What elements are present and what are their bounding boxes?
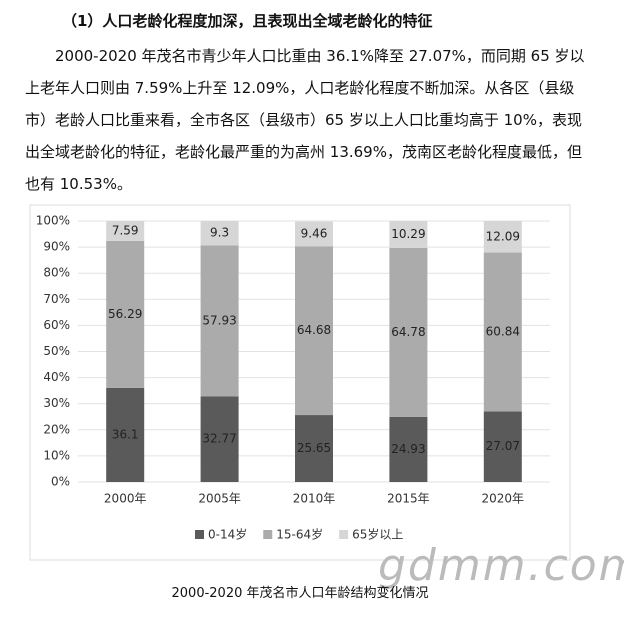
y-tick-label: 60%	[43, 318, 70, 332]
x-tick-label: 2020年	[482, 492, 525, 506]
heading: （1）人口老龄化程度加深，且表现出全域老龄化的特征	[62, 12, 433, 30]
bar-segment	[295, 415, 333, 482]
legend-swatch	[195, 530, 204, 539]
data-label: 64.68	[297, 323, 331, 337]
paragraph: 2000-2020 年茂名市青少年人口比重由 36.1%降至 27.07%，而同…	[25, 47, 585, 193]
y-tick-label: 0%	[51, 475, 70, 489]
y-tick-label: 20%	[43, 422, 70, 436]
y-tick-label: 70%	[43, 292, 70, 306]
bar-segment	[106, 387, 145, 482]
watermark: gdmm.com	[378, 540, 624, 591]
bar-segment	[295, 221, 333, 247]
y-tick-label: 30%	[43, 396, 70, 410]
data-label: 32.77	[202, 432, 236, 446]
y-tick-label: 100%	[36, 214, 70, 228]
data-label: 27.07	[486, 439, 520, 453]
bar-segment	[200, 245, 239, 397]
x-tick-label: 2005年	[198, 492, 241, 506]
data-label: 12.09	[486, 229, 520, 243]
y-tick-label: 50%	[43, 344, 70, 358]
bar-segment	[295, 246, 333, 416]
legend-label: 15-64岁	[276, 527, 323, 542]
bar-segment	[483, 411, 522, 482]
data-label: 10.29	[391, 227, 425, 241]
data-label: 7.59	[112, 223, 139, 237]
data-label: 56.29	[108, 307, 142, 321]
bar-segment	[200, 221, 239, 246]
y-tick-label: 10%	[43, 448, 70, 462]
legend-swatch	[263, 530, 273, 539]
legend-label: 65岁以上	[352, 527, 403, 542]
bar-segment	[389, 247, 428, 417]
x-tick-label: 2000年	[104, 492, 147, 506]
y-tick-label: 90%	[43, 240, 70, 254]
data-label: 25.65	[297, 441, 331, 455]
data-label: 36.1	[112, 427, 139, 441]
bar-segment	[389, 416, 428, 482]
caption: 2000-2020 年茂名市人口年龄结构变化情况	[171, 586, 429, 601]
chart-frame	[29, 204, 571, 561]
data-label: 64.78	[391, 325, 425, 339]
x-tick-label: 2010年	[293, 492, 336, 506]
x-tick-label: 2015年	[387, 492, 430, 506]
bar-segment	[106, 221, 145, 241]
data-label: 9.3	[210, 226, 229, 240]
bar-segment	[200, 396, 239, 482]
data-label: 57.93	[202, 313, 236, 327]
y-tick-label: 80%	[43, 266, 70, 280]
legend-swatch	[339, 530, 349, 539]
legend-label: 0-14岁	[208, 527, 247, 542]
bar-segment	[483, 221, 522, 253]
bar-segment	[106, 240, 145, 388]
y-tick-label: 40%	[43, 370, 70, 384]
bar-segment	[483, 252, 522, 412]
data-label: 24.93	[391, 442, 425, 456]
bar-segment	[389, 221, 428, 248]
data-label: 60.84	[486, 324, 520, 338]
data-label: 9.46	[301, 226, 328, 240]
